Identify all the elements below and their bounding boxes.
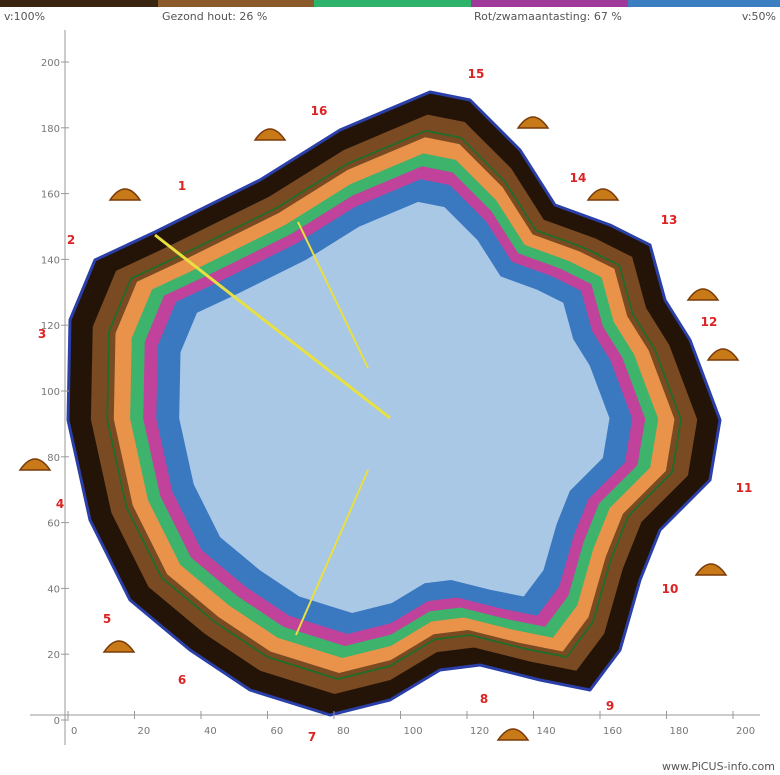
x-tick-label: 160 — [603, 726, 622, 737]
y-tick-label: 140 — [41, 255, 60, 266]
sensor-label: 9 — [606, 699, 614, 713]
y-tick-label: 0 — [54, 716, 60, 727]
sensor-label: 13 — [661, 213, 678, 227]
sensor-label: 2 — [67, 233, 75, 247]
sensor-label: 6 — [178, 673, 186, 687]
x-tick-label: 200 — [736, 726, 755, 737]
sensor-label: 4 — [56, 497, 64, 511]
sensor-label: 12 — [701, 315, 718, 329]
y-tick-label: 60 — [47, 519, 60, 530]
legend-label: Gezond hout: 26 % — [162, 10, 267, 23]
sensor-label: 8 — [480, 692, 488, 706]
legend-bar — [314, 0, 471, 7]
axes — [30, 30, 760, 745]
y-tick-label: 80 — [47, 453, 60, 464]
sensor-label: 10 — [662, 582, 679, 596]
legend-label: v:100% — [4, 10, 45, 23]
legend-label: v:50% — [742, 10, 776, 23]
sensor-label: 16 — [311, 104, 328, 118]
sensor-label: 14 — [570, 171, 587, 185]
y-tick-label: 200 — [41, 58, 60, 69]
sensor-label: 15 — [468, 67, 485, 81]
y-tick-label: 20 — [47, 650, 60, 661]
x-tick-label: 140 — [537, 726, 556, 737]
y-tick-label: 40 — [47, 584, 60, 595]
y-tick-label: 180 — [41, 124, 60, 135]
sensor-label: 3 — [38, 327, 46, 341]
x-tick-label: 80 — [337, 726, 350, 737]
footer: www.PiCUS-info.com — [662, 760, 775, 773]
legend-bar — [158, 0, 314, 7]
sensor-label: 7 — [308, 730, 316, 744]
x-tick-label: 20 — [138, 726, 151, 737]
sensor-label: 5 — [103, 612, 111, 626]
sensor-label: 11 — [736, 481, 753, 495]
legend-bar — [0, 0, 158, 7]
x-tick-label: 180 — [670, 726, 689, 737]
legend-label: Rot/zwamaantasting: 67 % — [474, 10, 622, 23]
x-tick-label: 0 — [71, 726, 77, 737]
sensor-label: 1 — [178, 179, 186, 193]
y-tick-label: 120 — [41, 321, 60, 332]
x-tick-label: 120 — [470, 726, 489, 737]
y-tick-label: 100 — [41, 387, 60, 398]
cross-section — [66, 90, 722, 717]
legend-bar — [628, 0, 780, 7]
x-tick-label: 40 — [204, 726, 217, 737]
x-tick-label: 60 — [271, 726, 284, 737]
x-tick-label: 100 — [404, 726, 423, 737]
y-tick-label: 160 — [41, 190, 60, 201]
fungus-icons — [18, 116, 740, 741]
legend-bar — [471, 0, 628, 7]
